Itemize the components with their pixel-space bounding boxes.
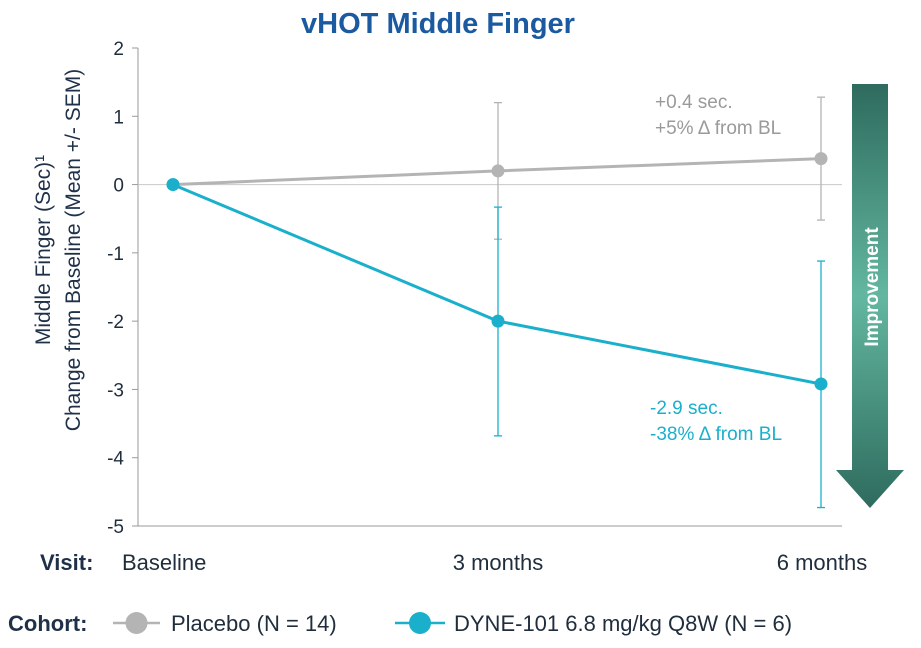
legend-label: DYNE-101 6.8 mg/kg Q8W (N = 6) bbox=[454, 611, 792, 636]
cohort-label: Cohort: bbox=[8, 611, 87, 636]
data-point bbox=[814, 152, 828, 166]
axes bbox=[137, 48, 842, 527]
series-line bbox=[172, 183, 822, 386]
y-tick-label: -4 bbox=[107, 449, 124, 470]
visit-label: Visit: bbox=[40, 550, 93, 575]
x-tick-label: 6 months bbox=[777, 550, 868, 575]
y-axis-label: Middle Finger (Sec)¹ Change from Baselin… bbox=[32, 69, 85, 431]
y-axis-label-line2: Change from Baseline (Mean +/- SEM) bbox=[62, 69, 85, 431]
annotation-line: -38% Δ from BL bbox=[650, 424, 782, 445]
series-1 bbox=[166, 178, 828, 509]
y-axis-label-line1: Middle Finger (Sec)¹ bbox=[32, 155, 55, 345]
data-point bbox=[814, 377, 828, 391]
y-tick-label: -2 bbox=[107, 312, 124, 333]
improvement-arrow-label: Improvement bbox=[862, 227, 883, 347]
annotation-line: +0.4 sec. bbox=[655, 92, 733, 113]
data-point bbox=[166, 178, 180, 192]
y-ticks: 2 1 0 -1 -2 -3 -4 -5 bbox=[107, 39, 138, 538]
legend-marker bbox=[409, 612, 431, 634]
y-tick-label: 2 bbox=[113, 39, 124, 60]
legend: Cohort: Placebo (N = 14) DYNE-101 6.8 mg/… bbox=[8, 611, 792, 636]
data-point bbox=[491, 314, 505, 328]
x-tick-label: 3 months bbox=[453, 550, 544, 575]
annotation-line: -2.9 sec. bbox=[650, 398, 723, 419]
data-point bbox=[491, 164, 505, 178]
y-tick-label: 0 bbox=[113, 176, 124, 197]
annotation-line: +5% Δ from BL bbox=[655, 118, 781, 139]
y-tick-label: -5 bbox=[107, 517, 124, 538]
x-ticks: Baseline 3 months 6 months bbox=[122, 550, 867, 575]
y-tick-label: -1 bbox=[107, 244, 124, 265]
legend-marker bbox=[125, 612, 148, 634]
x-tick-label: Baseline bbox=[122, 550, 206, 575]
annotations: +0.4 sec. +5% Δ from BL -2.9 sec. -38% Δ fr… bbox=[650, 92, 782, 445]
improvement-arrow-shape bbox=[836, 84, 904, 508]
y-tick-label: -3 bbox=[107, 380, 124, 401]
chart-title: vHOT Middle Finger bbox=[301, 8, 575, 40]
series-layer bbox=[166, 96, 828, 509]
improvement-arrow: Improvement bbox=[836, 84, 904, 508]
y-tick-label: 1 bbox=[113, 107, 124, 128]
legend-label: Placebo (N = 14) bbox=[171, 611, 337, 636]
